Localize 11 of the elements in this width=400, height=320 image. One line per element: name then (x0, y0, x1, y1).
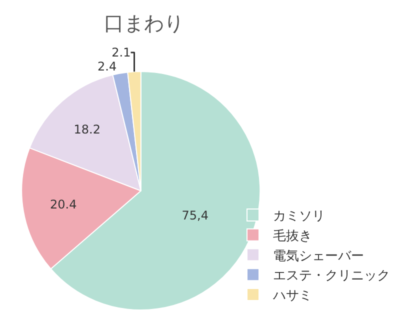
legend-label: ハサミ (272, 286, 312, 304)
data-label: 75,4 (182, 208, 208, 223)
legend-label: カミソリ (273, 206, 325, 224)
data-label: 2.1 (112, 46, 131, 60)
legend-label: 毛抜き (273, 226, 312, 244)
chart-title: 口まわり (104, 11, 184, 35)
data-label: 20.4 (50, 197, 77, 212)
legend-label: 電気シェーバー (273, 246, 364, 264)
data-label: 2.4 (98, 60, 117, 74)
legend-label: エステ・クリニック (273, 266, 390, 284)
data-label: 18.2 (74, 122, 100, 137)
